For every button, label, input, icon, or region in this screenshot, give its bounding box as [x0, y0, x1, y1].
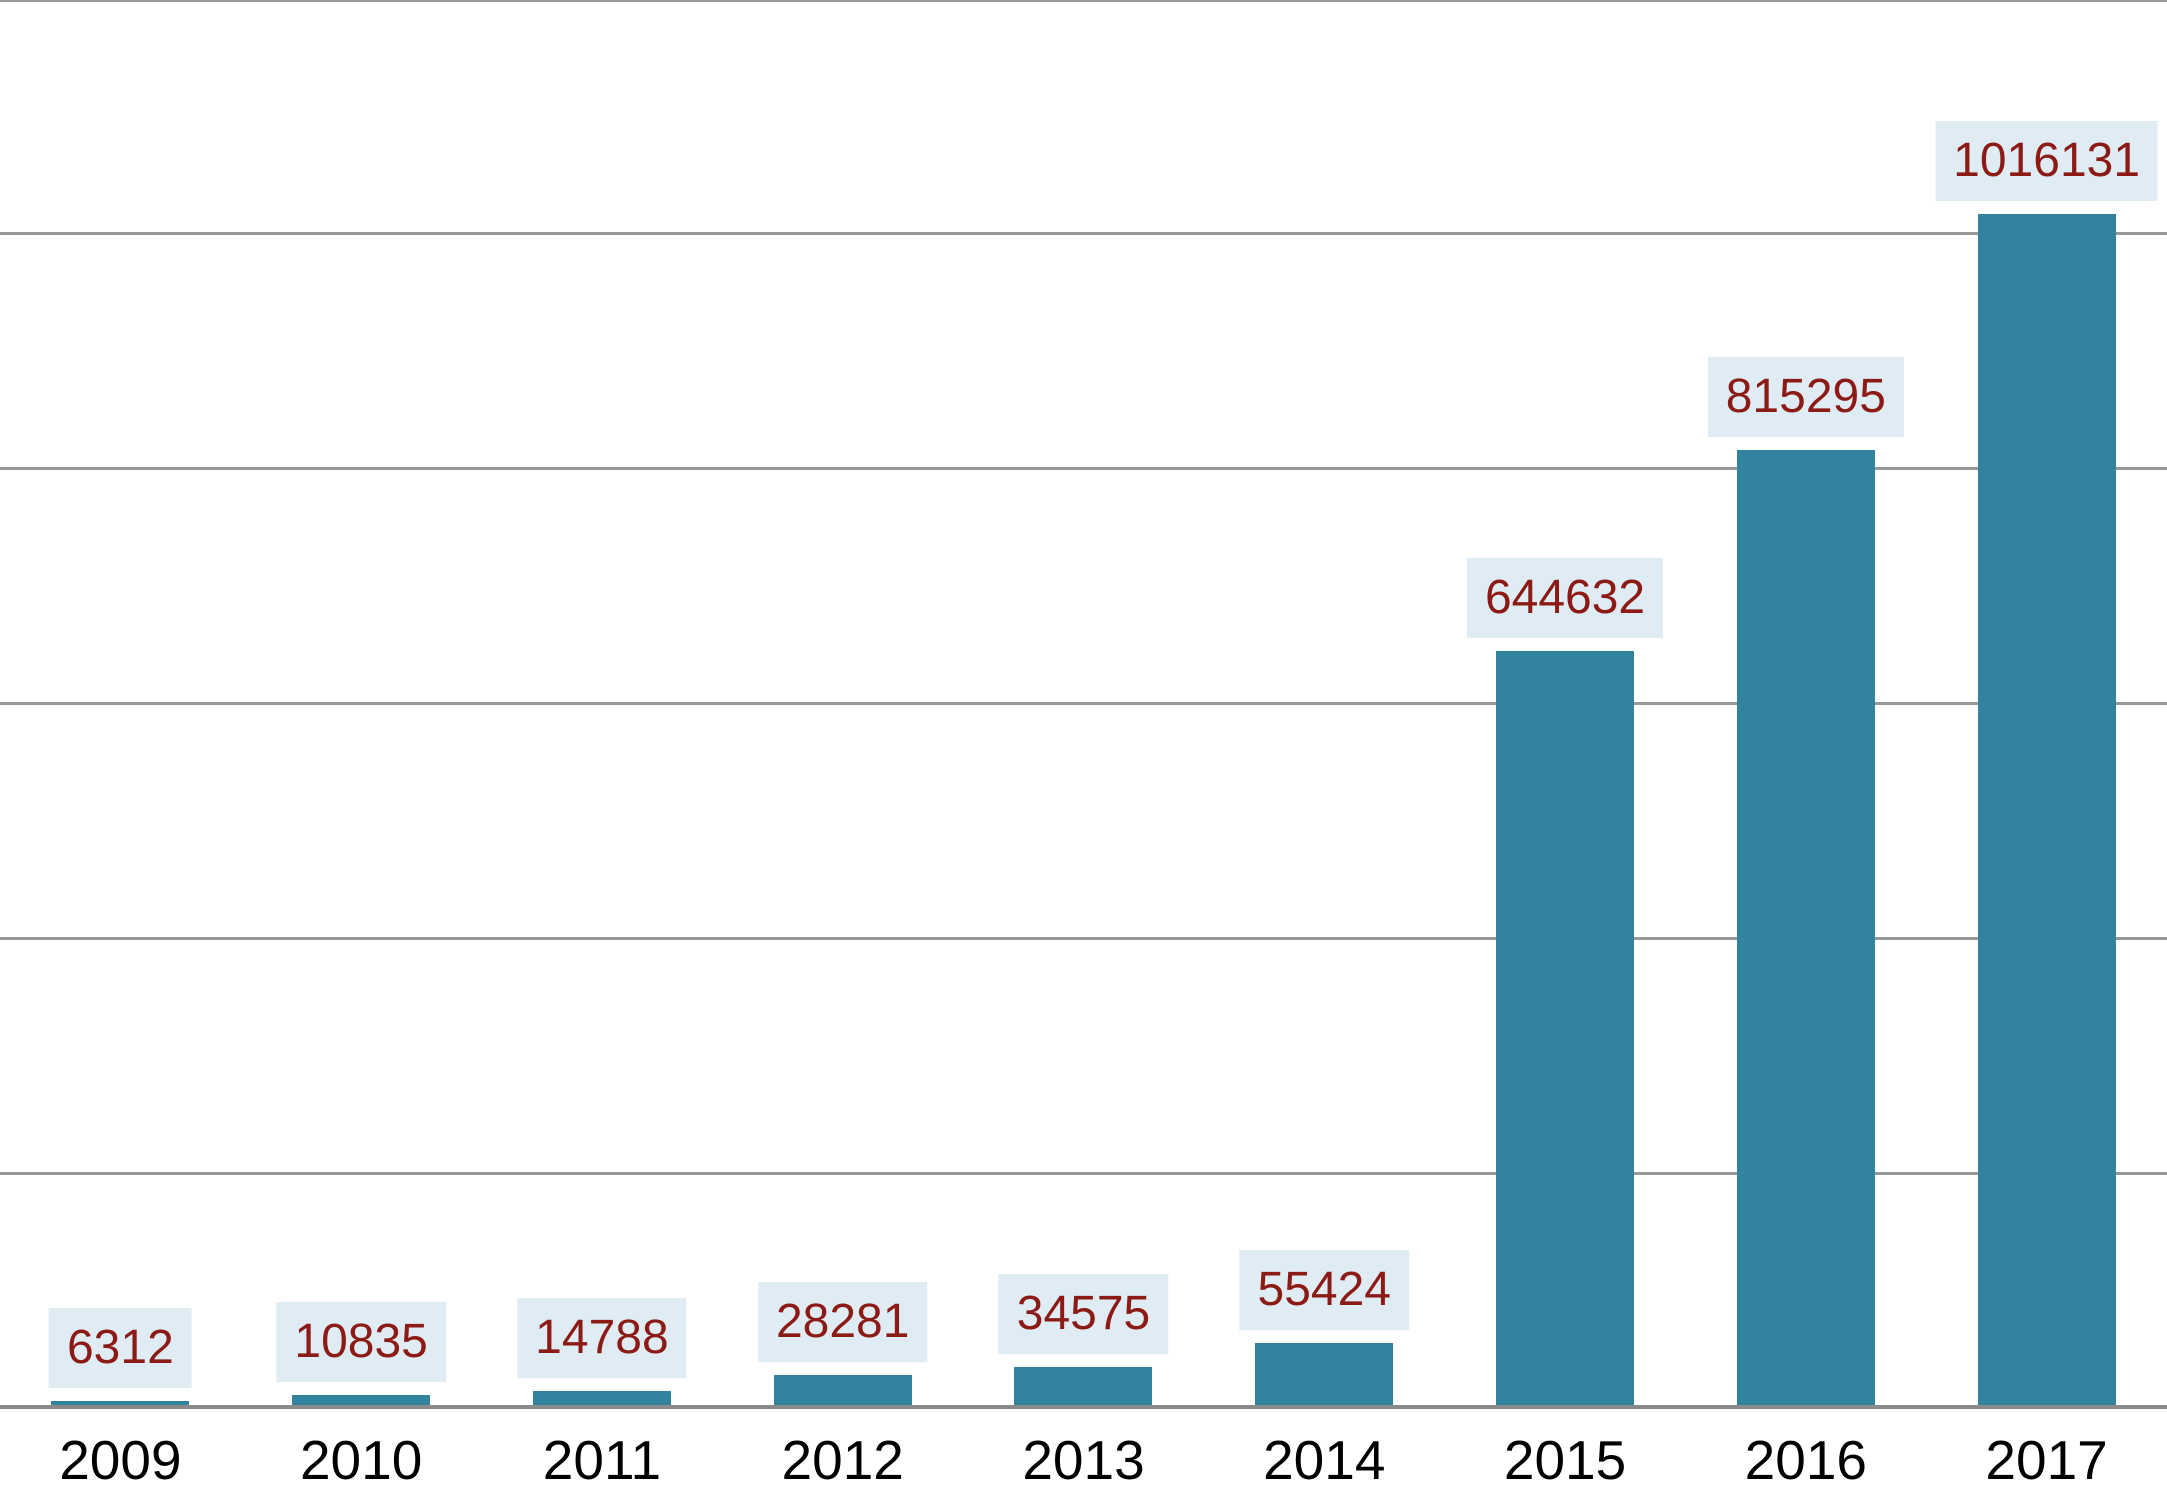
bar [532, 1391, 671, 1408]
x-tick-label: 2015 [1503, 1428, 1627, 1491]
bar [1496, 651, 1635, 1408]
bar [1014, 1367, 1153, 1408]
gridline [0, 702, 2167, 705]
bar [1977, 214, 2116, 1408]
bar [51, 1401, 190, 1408]
x-tick-label: 2017 [1985, 1428, 2108, 1491]
x-tick-label: 2016 [1744, 1428, 1867, 1491]
bar [773, 1375, 912, 1408]
gridline [0, 0, 2167, 2]
bar-column: 28281 [722, 0, 963, 1408]
x-tick-label: 2010 [299, 1428, 423, 1491]
bar-value-label: 6312 [48, 1308, 192, 1388]
bar-column: 34575 [963, 0, 1204, 1408]
bar-value-label: 34575 [998, 1274, 1169, 1354]
bar [1255, 1343, 1394, 1408]
bar-value-label: 815295 [1707, 357, 1904, 437]
bar-column: 1016131 [1926, 0, 2167, 1408]
bar-value-label: 644632 [1466, 558, 1664, 638]
bar-value-label: 28281 [757, 1282, 928, 1362]
bar-value-label: 14788 [517, 1298, 687, 1378]
bar [1736, 450, 1875, 1408]
gridline [0, 232, 2167, 235]
bar-column: 10835 [241, 0, 482, 1408]
x-tick-label: 2009 [59, 1428, 182, 1491]
x-axis-line [0, 1405, 2167, 1409]
bar [292, 1395, 431, 1408]
bar-value-label: 1016131 [1935, 121, 2159, 201]
x-tick-label: 2014 [1263, 1428, 1386, 1491]
x-tick-label: 2013 [1022, 1428, 1145, 1491]
bar-value-label: 55424 [1239, 1250, 1409, 1330]
bar-column: 815295 [1685, 0, 1926, 1408]
plot-area: 6312 10835 14788 28281 34575 55424 644632 81529… [0, 0, 2167, 1409]
bar-value-label: 10835 [276, 1302, 446, 1382]
x-axis-labels-row: 2009 2010 2011 2012 2013 2014 2015 2016 2017 [0, 1408, 2167, 1497]
bar-column: 14788 [482, 0, 723, 1408]
gridline [0, 467, 2167, 470]
x-tick-label: 2011 [542, 1428, 662, 1491]
bar-column: 55424 [1204, 0, 1445, 1408]
bar-column: 6312 [0, 0, 241, 1408]
gridline [0, 937, 2167, 940]
gridline [0, 1172, 2167, 1175]
bar-column: 644632 [1445, 0, 1686, 1408]
x-tick-label: 2012 [781, 1428, 904, 1491]
